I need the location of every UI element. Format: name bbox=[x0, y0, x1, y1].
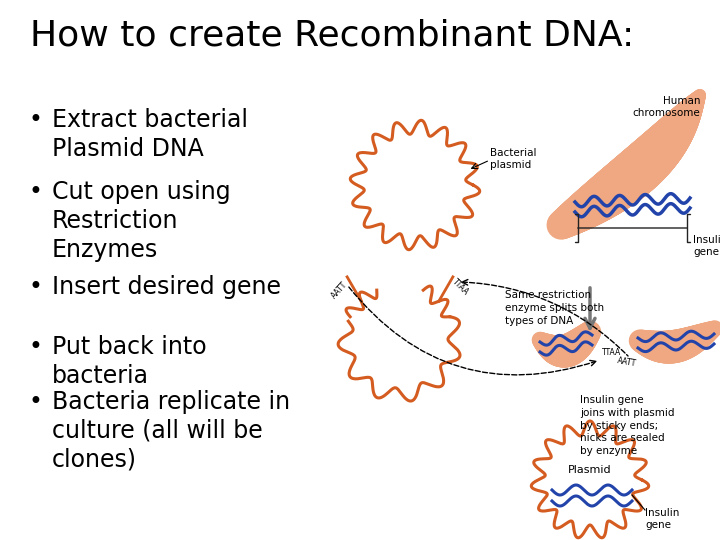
Text: TTAA: TTAA bbox=[602, 348, 621, 357]
Text: •: • bbox=[28, 180, 42, 204]
Text: How to create Recombinant DNA:: How to create Recombinant DNA: bbox=[30, 18, 634, 52]
Text: Insulin
gene: Insulin gene bbox=[693, 235, 720, 256]
Text: •: • bbox=[28, 108, 42, 132]
Text: Put back into
bacteria: Put back into bacteria bbox=[52, 335, 207, 388]
Text: •: • bbox=[28, 390, 42, 414]
Text: Insulin
gene: Insulin gene bbox=[645, 508, 680, 530]
Text: Extract bacterial
Plasmid DNA: Extract bacterial Plasmid DNA bbox=[52, 108, 248, 161]
Text: Insert desired gene: Insert desired gene bbox=[52, 275, 281, 299]
Text: Human
chromosome: Human chromosome bbox=[632, 96, 700, 118]
Text: •: • bbox=[28, 335, 42, 359]
Text: AATT: AATT bbox=[329, 280, 349, 300]
Text: AATT: AATT bbox=[617, 356, 637, 368]
Text: •: • bbox=[28, 275, 42, 299]
Text: Cut open using
Restriction
Enzymes: Cut open using Restriction Enzymes bbox=[52, 180, 230, 261]
Text: Plasmid: Plasmid bbox=[568, 465, 612, 475]
Text: Same restriction
enzyme splits both
types of DNA: Same restriction enzyme splits both type… bbox=[505, 290, 604, 326]
Text: Insulin gene
joins with plasmid
by sticky ends;
nicks are sealed
by enzyme: Insulin gene joins with plasmid by stick… bbox=[580, 395, 675, 456]
Text: Bacteria replicate in
culture (all will be
clones): Bacteria replicate in culture (all will … bbox=[52, 390, 290, 471]
Text: TTAA: TTAA bbox=[451, 277, 471, 297]
Text: Bacterial
plasmid: Bacterial plasmid bbox=[490, 148, 536, 170]
